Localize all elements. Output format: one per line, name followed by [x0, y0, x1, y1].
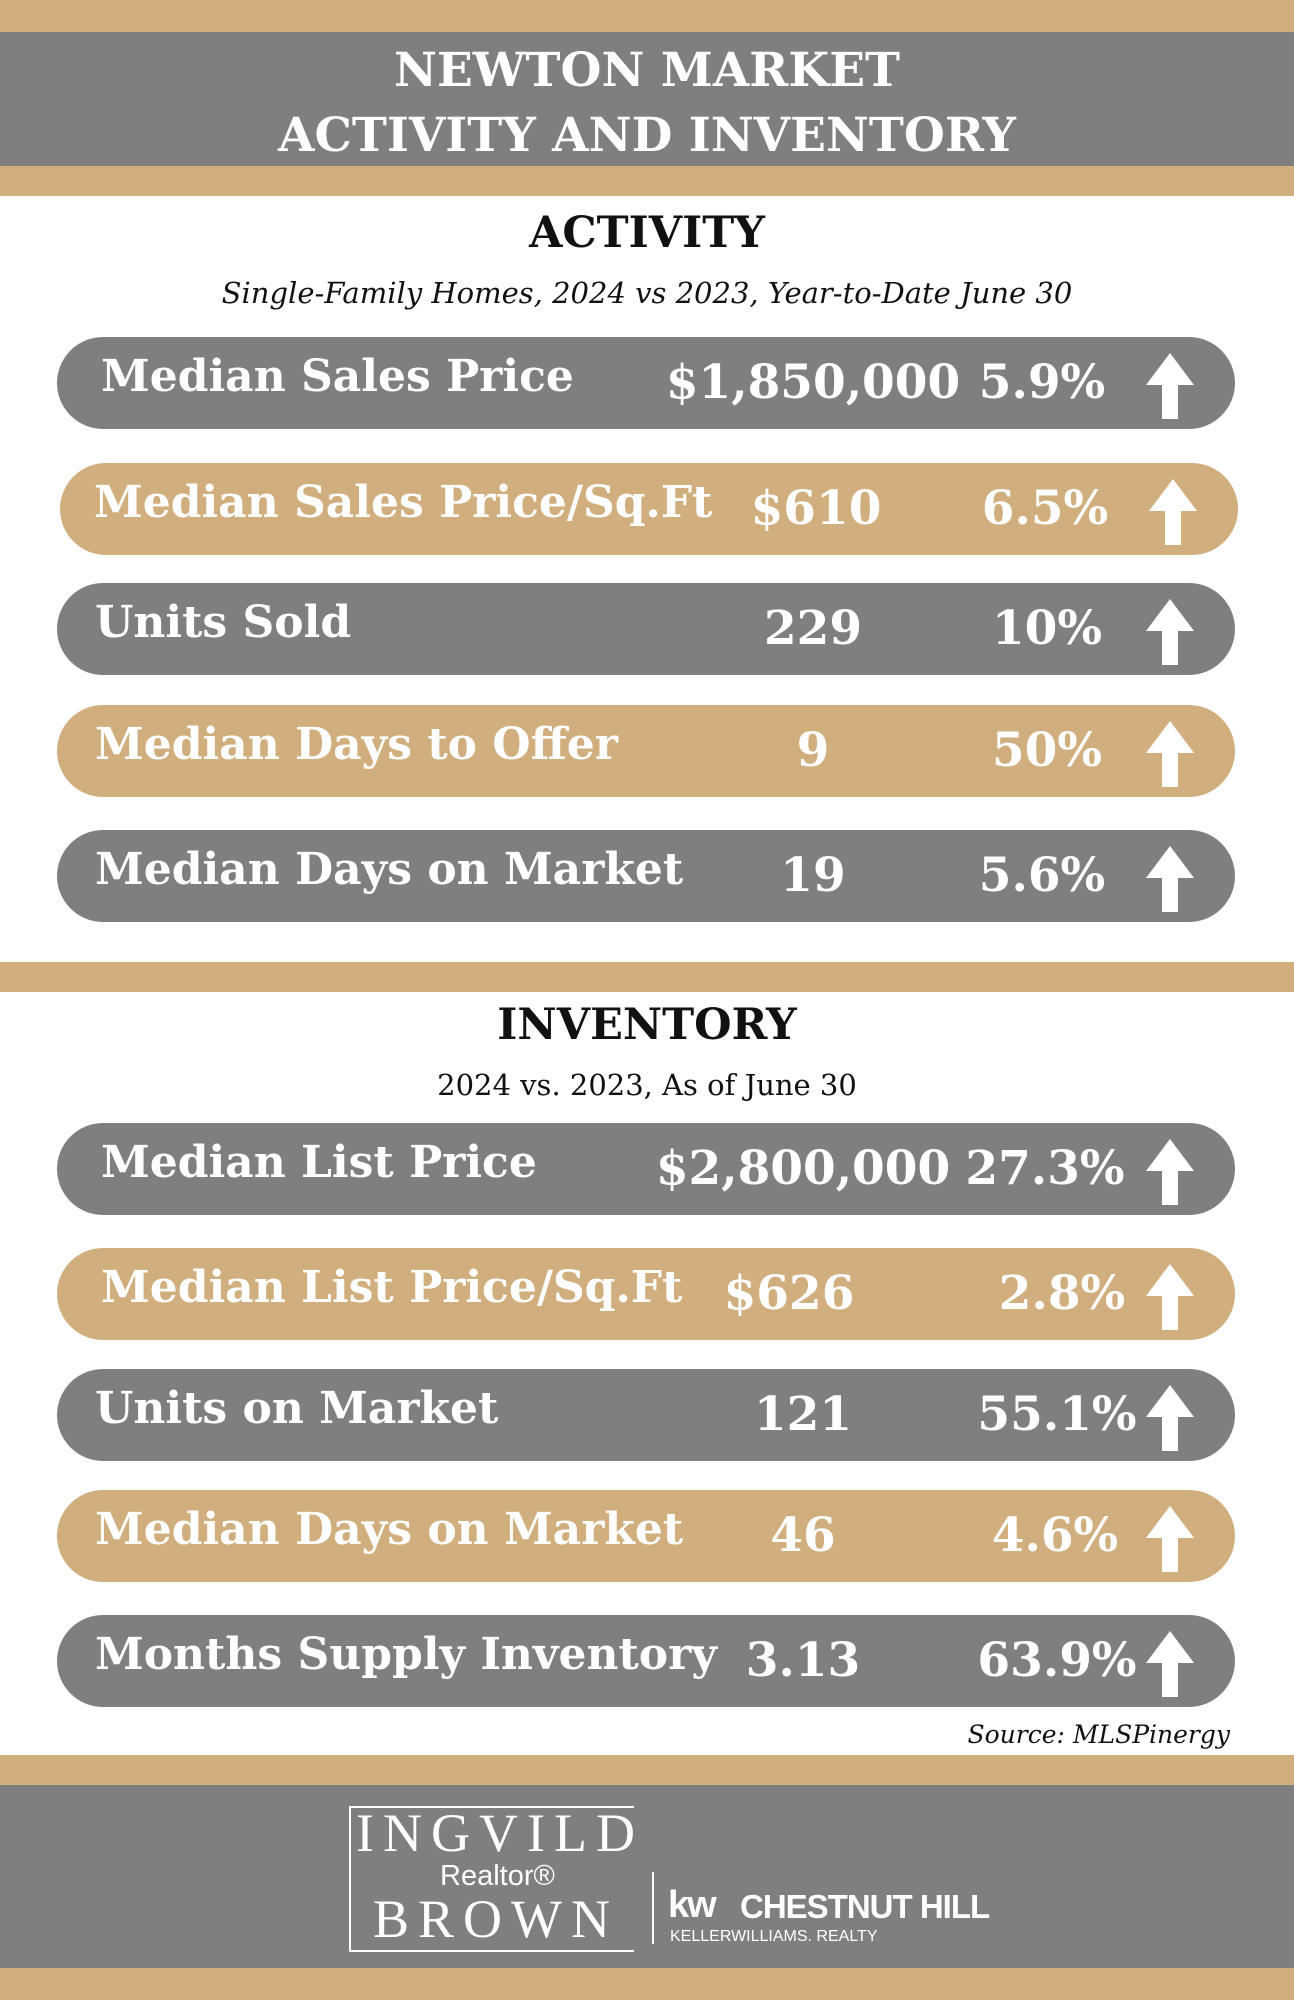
activity-row-median-sales-price-sqft: Median Sales Price/Sq.Ft $610 6.5%	[60, 463, 1238, 555]
row-value: 3.13	[745, 1633, 861, 1688]
row-value: $626	[723, 1266, 855, 1321]
agent-logo-frame	[349, 1806, 634, 1952]
row-change: 63.9%	[977, 1633, 1137, 1688]
footer-tan-band-top	[0, 1755, 1294, 1785]
kw-company-name: KELLERWILLIAMS. REALTY	[670, 1928, 878, 1945]
kw-office-name: CHESTNUT HILL	[740, 1888, 990, 1925]
row-value: $1,850,000	[665, 355, 961, 410]
row-value: 19	[780, 848, 846, 903]
top-tan-band	[0, 0, 1294, 32]
row-label: Months Supply Inventory	[95, 1629, 717, 1680]
row-label: Median Days to Offer	[95, 719, 618, 770]
agent-logo-realtor: Realtor®	[440, 1860, 555, 1892]
header-tan-band	[0, 166, 1294, 196]
row-change: 50%	[991, 723, 1103, 778]
activity-subtitle: Single-Family Homes, 2024 vs 2023, Year-…	[221, 276, 1073, 310]
kw-logo-mark: kw	[668, 1884, 717, 1926]
row-label: Median List Price	[101, 1137, 537, 1188]
row-label: Median Sales Price/Sq.Ft	[94, 477, 713, 528]
inventory-row-median-list-price-sqft: Median List Price/Sq.Ft $626 2.8%	[57, 1248, 1235, 1340]
kw-logo-divider	[652, 1872, 654, 1944]
arrow-up-icon	[1146, 1631, 1194, 1697]
inventory-row-median-list-price: Median List Price $2,800,000 27.3%	[57, 1123, 1235, 1215]
row-value: 229	[763, 601, 863, 656]
arrow-up-icon	[1146, 1264, 1194, 1330]
arrow-up-icon	[1146, 721, 1194, 787]
arrow-up-icon	[1146, 1385, 1194, 1451]
inventory-row-months-supply-inventory: Months Supply Inventory 3.13 63.9%	[57, 1615, 1235, 1707]
section-divider-band	[0, 962, 1294, 992]
row-label: Units Sold	[95, 597, 352, 648]
source-note: Source: MLSPinergy	[967, 1720, 1230, 1749]
row-change: 5.6%	[978, 848, 1106, 903]
row-value: $2,800,000	[655, 1141, 951, 1196]
arrow-up-icon	[1146, 599, 1194, 665]
agent-logo-first-name: INGVILD	[356, 1803, 644, 1863]
inventory-subtitle: 2024 vs. 2023, As of June 30	[437, 1068, 857, 1102]
arrow-up-icon	[1146, 846, 1194, 912]
inventory-row-units-on-market: Units on Market 121 55.1%	[57, 1369, 1235, 1461]
row-value: 46	[770, 1508, 836, 1563]
arrow-up-icon	[1146, 1506, 1194, 1572]
activity-row-median-sales-price: Median Sales Price $1,850,000 5.9%	[57, 337, 1235, 429]
arrow-up-icon	[1146, 1139, 1194, 1205]
row-label: Median Days on Market	[95, 844, 684, 895]
row-value: 121	[753, 1387, 853, 1442]
arrow-up-icon	[1149, 479, 1197, 545]
footer-banner	[0, 1785, 1294, 1968]
activity-row-median-days-to-offer: Median Days to Offer 9 50%	[57, 705, 1235, 797]
row-change: 10%	[991, 601, 1103, 656]
row-label: Median List Price/Sq.Ft	[101, 1262, 683, 1313]
header-banner	[0, 32, 1294, 166]
row-label: Median Sales Price	[101, 351, 574, 402]
inventory-heading: INVENTORY	[497, 1000, 797, 1050]
activity-row-units-sold: Units Sold 229 10%	[57, 583, 1235, 675]
arrow-up-icon	[1146, 353, 1194, 419]
row-change: 4.6%	[991, 1508, 1119, 1563]
footer-tan-band-bottom	[0, 1968, 1294, 2000]
row-change: 5.9%	[978, 355, 1106, 410]
activity-row-median-days-on-market: Median Days on Market 19 5.6%	[57, 830, 1235, 922]
row-value: 9	[796, 723, 830, 778]
row-label: Units on Market	[95, 1383, 499, 1434]
row-change: 6.5%	[981, 481, 1109, 536]
row-value: $610	[750, 481, 882, 536]
row-change: 55.1%	[977, 1387, 1137, 1442]
page-title-line2: ACTIVITY AND INVENTORY	[277, 108, 1016, 163]
inventory-row-median-days-on-market: Median Days on Market 46 4.6%	[57, 1490, 1235, 1582]
activity-heading: ACTIVITY	[529, 208, 765, 258]
row-label: Median Days on Market	[95, 1504, 684, 1555]
row-change: 27.3%	[965, 1141, 1125, 1196]
page-title-line1: NEWTON MARKET	[393, 43, 900, 98]
agent-logo-last-name: BROWN	[373, 1889, 619, 1949]
row-change: 2.8%	[998, 1266, 1126, 1321]
